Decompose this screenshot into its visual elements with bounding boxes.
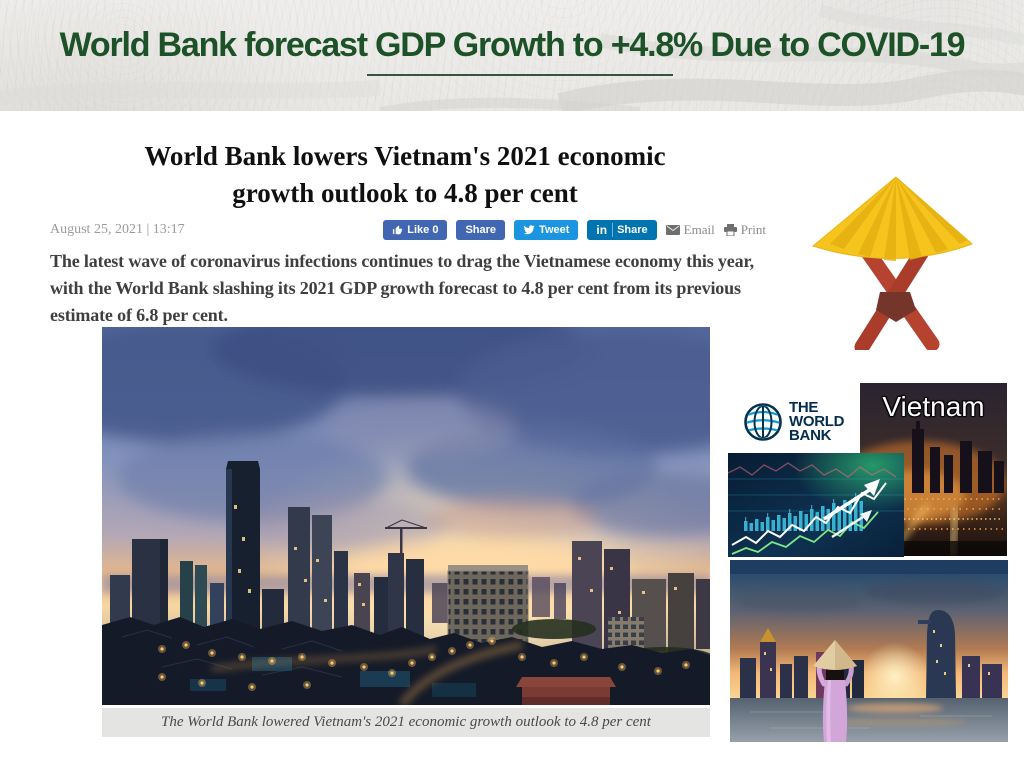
twitter-tweet-button[interactable]: Tweet bbox=[514, 220, 579, 240]
world-bank-logo: THE WORLD BANK bbox=[738, 390, 860, 453]
email-icon bbox=[665, 225, 680, 235]
banner-wave-texture bbox=[0, 4, 1024, 111]
email-label: Email bbox=[683, 222, 715, 237]
facebook-like-label: Like 0 bbox=[407, 224, 439, 236]
wb-line-world: WORLD bbox=[789, 412, 845, 430]
banner-title: World Bank forecast GDP Growth to +4.8% … bbox=[59, 26, 966, 64]
twitter-tweet-label: Tweet bbox=[539, 224, 570, 236]
world-bank-globe-icon bbox=[744, 402, 782, 441]
banner: World Bank forecast GDP Growth to +4.8% … bbox=[0, 0, 1024, 111]
wb-line-bank: BANK bbox=[789, 426, 832, 444]
aodai-woman-photo bbox=[730, 560, 1008, 742]
print-icon bbox=[723, 224, 737, 236]
conical-hat-icon bbox=[811, 176, 973, 350]
article-headline-text: World Bank lowers Vietnam's 2021 economi… bbox=[144, 141, 666, 208]
linkedin-in-icon: in bbox=[596, 223, 614, 237]
email-button[interactable]: Email bbox=[665, 222, 715, 238]
linkedin-share-button[interactable]: in Share bbox=[587, 220, 657, 240]
facebook-share-button[interactable]: Share bbox=[456, 220, 506, 240]
facebook-share-label: Share bbox=[465, 224, 497, 236]
article-meta-row: August 25, 2021 | 13:17 Like 0 Share Twe… bbox=[50, 219, 766, 241]
banner-title-underline bbox=[367, 74, 673, 76]
wb-line-the: THE bbox=[789, 398, 819, 416]
world-bank-wordmark: THE WORLD BANK bbox=[789, 398, 845, 444]
twitter-bird-icon bbox=[523, 225, 535, 235]
vietnam-label: Vietnam bbox=[882, 391, 985, 422]
thumbs-up-icon bbox=[393, 224, 403, 234]
linkedin-share-label: Share bbox=[617, 224, 648, 236]
social-toolbar: Like 0 Share Tweet in Share Email Print bbox=[383, 220, 766, 240]
photo-caption: The World Bank lowered Vietnam's 2021 ec… bbox=[102, 708, 710, 737]
article-date: August 25, 2021 | 13:17 bbox=[50, 222, 185, 237]
city-dusk-illustration bbox=[102, 327, 710, 705]
print-label: Print bbox=[740, 222, 766, 237]
stock-chart-photo bbox=[728, 453, 904, 557]
facebook-like-button[interactable]: Like 0 bbox=[383, 220, 448, 240]
print-button[interactable]: Print bbox=[723, 222, 766, 238]
article-photo-city-dusk bbox=[102, 327, 710, 705]
article-headline: World Bank lowers Vietnam's 2021 economi… bbox=[50, 138, 760, 212]
article-lede: The latest wave of coronavirus infection… bbox=[50, 251, 754, 325]
